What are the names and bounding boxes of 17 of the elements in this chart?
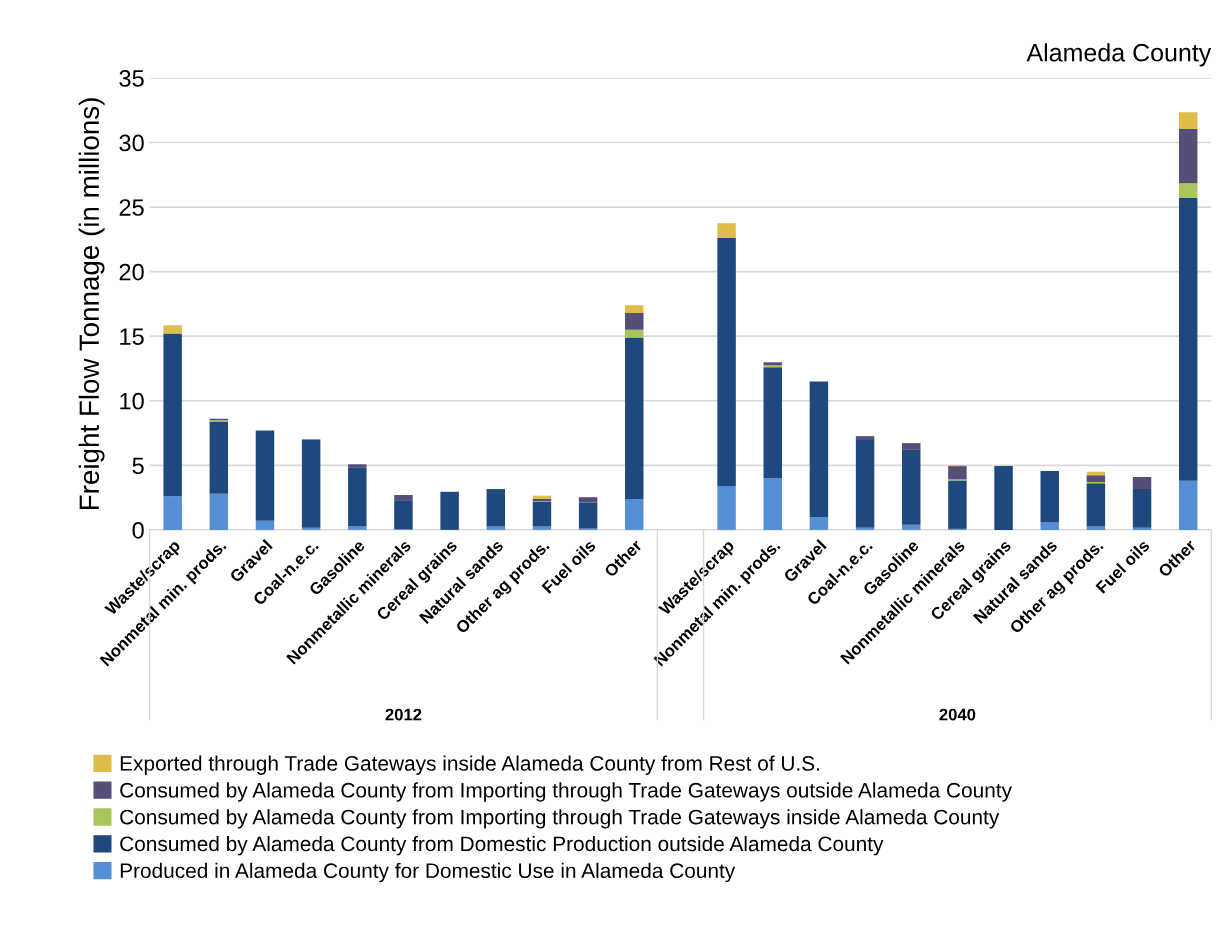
legend-label: Exported through Trade Gateways inside Alameda County from Rest of U.S. bbox=[120, 755, 819, 775]
legend-label: Consumed by Alameda County from Importing through Trade Gateways outside Alameda County bbox=[120, 782, 1012, 802]
y-tick-label: 25 bbox=[119, 199, 144, 216]
legend-label: Produced in Alameda County for Domestic Use in Alameda County bbox=[120, 862, 736, 883]
legend-label: Consumed by Alameda County from Importing through Trade Gateways inside Alameda County bbox=[120, 809, 1000, 829]
y-axis-title: Freight Flow Tonnage (in millions) bbox=[78, 98, 105, 510]
text: 2012 bbox=[385, 708, 422, 721]
y-tick-label: 10 bbox=[120, 392, 144, 410]
chart-title: Alameda County bbox=[1026, 43, 1212, 67]
y-tick-label: 5 bbox=[132, 457, 144, 475]
y-tick-label: 30 bbox=[119, 134, 144, 152]
y-tick-label: 20 bbox=[119, 263, 144, 281]
y-tick-label: 35 bbox=[119, 70, 144, 87]
y-tick-label: 15 bbox=[120, 328, 144, 345]
text: 2040 bbox=[939, 708, 976, 721]
legend-label: Consumed by Alameda County from Domestic Production outside Alameda County bbox=[120, 835, 884, 856]
y-tick-label: 0 bbox=[132, 521, 144, 539]
